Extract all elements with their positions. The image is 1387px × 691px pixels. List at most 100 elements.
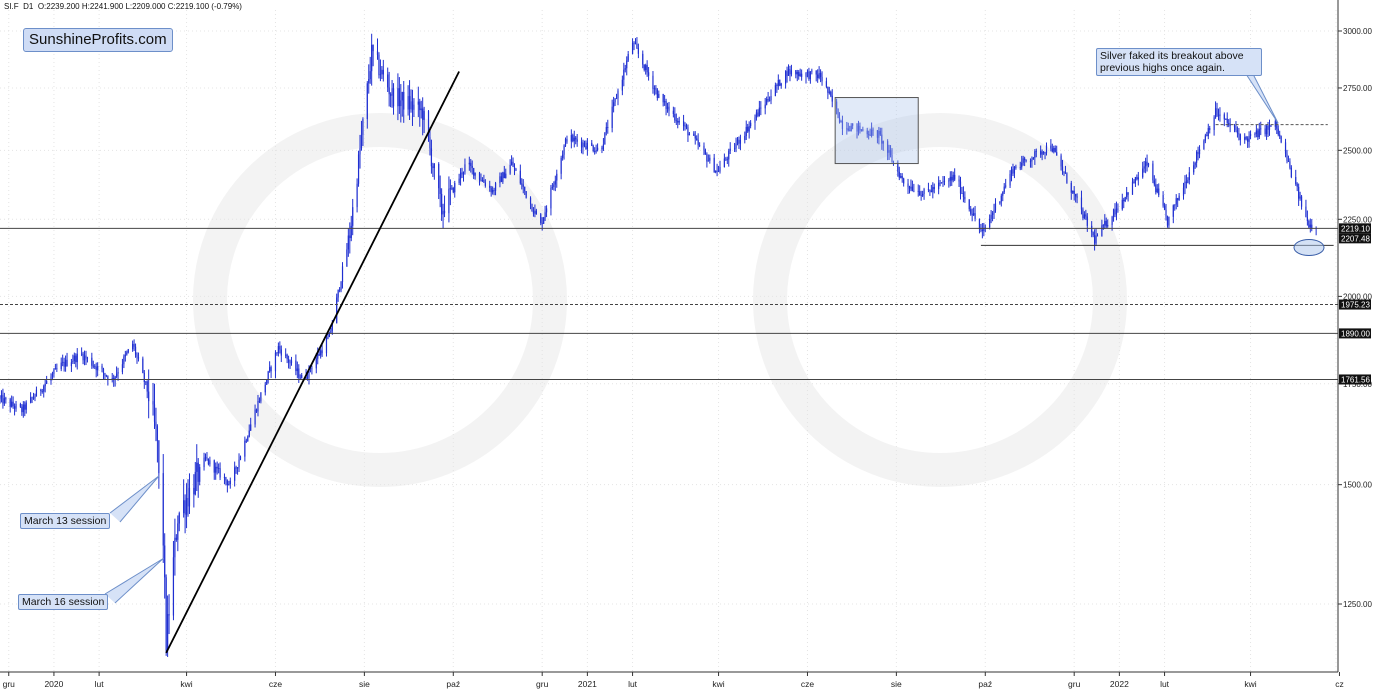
candle-body [1082,209,1084,219]
candle-body [381,69,383,75]
candle-body [626,60,628,69]
candle-body [849,130,851,132]
candle-body [1142,168,1144,178]
candle-body [21,406,23,413]
candle-body [513,166,516,169]
candle-body [817,74,819,79]
candle-body [1305,206,1307,218]
candle-body [276,352,278,354]
candle-body [1101,225,1103,237]
candle-body [964,196,966,200]
price-tag-bg [1339,328,1371,339]
candle-body [1168,216,1170,226]
candle-body [417,101,419,105]
candle-body [519,170,521,184]
candle-body [637,48,639,54]
candle-body [1053,148,1055,152]
price-tag-label: 2207.48 [1341,234,1370,243]
candle-body [473,167,475,176]
candle-body [1133,181,1135,184]
candle-body [837,108,839,118]
candle-body [940,182,943,184]
candle-body [1041,151,1043,155]
fakeout-callout: Silver faked its breakout above previous… [1096,48,1262,76]
candle-body [556,173,558,181]
price-tag-bg [1339,299,1371,310]
candle-body [1134,177,1137,184]
candle-body [999,201,1001,204]
candle-body [510,161,513,165]
candle-body [830,91,832,96]
candle-body [372,44,374,52]
candle-body [215,466,217,473]
candle-body [132,343,134,350]
candle-body [162,473,164,546]
candle-body [706,154,708,162]
candle-body [1184,181,1186,188]
candle-body [1187,179,1189,184]
candle-body [407,96,409,110]
candle-body [194,471,196,495]
candle-body [1174,204,1176,206]
candle-body [213,460,215,473]
candle-body [917,190,919,192]
candle-body [898,171,900,178]
candle-body [41,391,43,392]
candle-body [1286,153,1288,161]
candle-body [422,108,424,120]
candle-body [529,197,532,204]
candle-body [499,176,501,184]
candle-body [927,189,930,190]
candle-body [152,401,154,405]
candle-body [862,129,864,131]
candle-body [1299,196,1301,199]
candle-body [371,44,373,72]
candle-body [888,150,890,153]
candle-body [165,577,167,651]
candle-body [102,368,105,373]
candle-body [452,187,454,193]
candle-body [489,185,491,188]
candle-body [1042,151,1045,154]
grid-lines [0,10,1338,672]
candle-body [1280,136,1282,143]
candle-body [1166,216,1169,226]
candle-body [580,141,583,148]
candle-body [299,377,301,379]
candle-body [776,85,778,87]
candle-body [420,108,422,111]
candle-body [423,111,425,120]
candle-body [1021,162,1023,168]
candle-body [1264,128,1266,135]
candle-body [971,213,973,216]
candle-body [500,176,502,182]
candle-body [1029,161,1032,163]
candle-body [175,537,177,540]
candle-body [1207,128,1209,137]
candle-body [347,235,349,250]
candle-body [1196,151,1198,163]
candle-body [368,79,370,84]
candle-body [750,122,752,127]
candle-body [228,484,230,486]
candle-body [1040,150,1042,155]
candle-body [970,209,972,214]
candle-body [196,462,198,472]
candle-body [1045,145,1048,153]
candle-body [1034,151,1036,158]
price-tag-label: 1761.56 [1341,375,1370,384]
candle-body [818,73,820,79]
candle-body [311,368,313,370]
x-tick-label: sie [359,679,370,689]
price-tag-bg [1339,223,1371,234]
candle-body [932,187,934,193]
candle-body [850,125,852,132]
candle-body [1061,166,1064,172]
candle-body [258,400,261,402]
candle-body [72,360,74,363]
candle-body [524,186,526,192]
candle-body [1197,151,1199,155]
y-tick-label: 2250.00 [1343,215,1372,224]
candle-body [148,391,150,402]
candle-body [901,176,903,179]
